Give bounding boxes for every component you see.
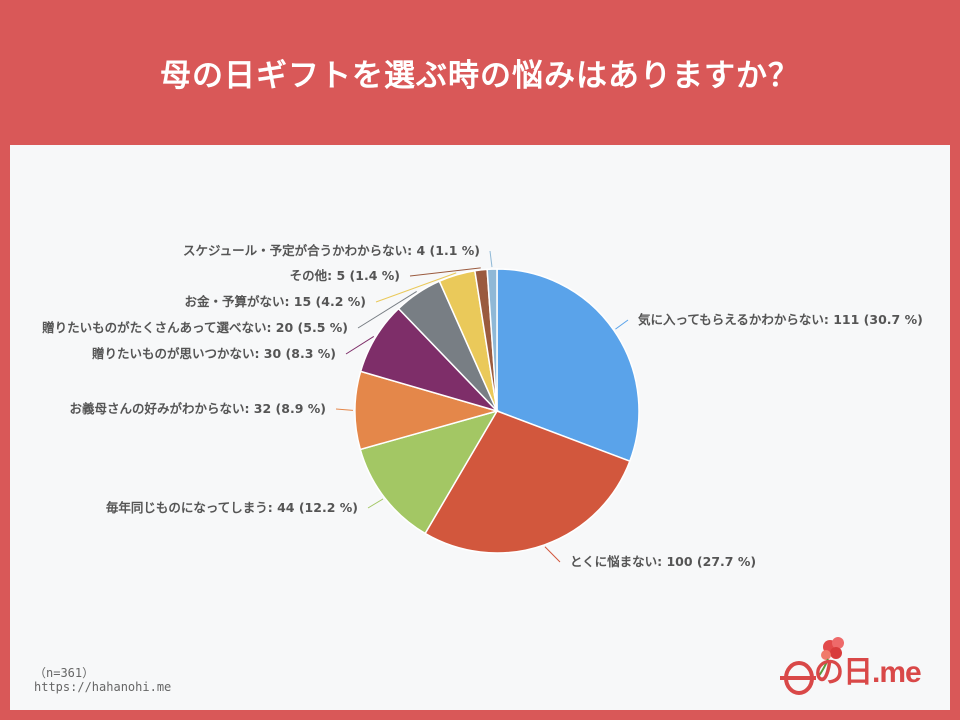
hahanohi-logo[interactable]: の日.me — [770, 633, 940, 703]
pie-slice-9[interactable] — [486, 268, 498, 412]
slice-label-5: 贈りたいものが思いつかない: 30 (8.3 %) — [92, 346, 336, 361]
logo-mark-icon — [780, 637, 844, 695]
pie-slice-3[interactable] — [359, 409, 499, 535]
slice-label-4: お義母さんの好みがわからない: 32 (8.9 %) — [69, 401, 326, 416]
source-url: https://hahanohi.me — [34, 680, 172, 694]
leader-line-2 — [544, 546, 561, 563]
chart-title: 母の日ギフトを選ぶ時の悩みはありますか？ — [160, 58, 800, 94]
leader-line-9 — [489, 250, 493, 268]
leader-line-8 — [409, 267, 481, 277]
leader-line-6 — [357, 291, 417, 329]
slice-label-8: その他: 5 (1.4 %) — [290, 268, 400, 283]
leader-line-1 — [615, 319, 629, 330]
leader-line-7 — [375, 272, 457, 303]
slice-label-7: お金・予算がない: 15 (4.2 %) — [184, 294, 366, 309]
pie-chart: 気に入ってもらえるかわからない: 111 (30.7 %) とくに悩まない: 10… — [42, 243, 923, 569]
slice-label-9: スケジュール・予定が合うかわからない: 4 (1.1 %) — [183, 243, 480, 258]
slice-label-6: 贈りたいものがたくさんあって選べない: 20 (5.5 %) — [42, 320, 348, 335]
slice-label-2: とくに悩まない: 100 (27.7 %) — [570, 554, 756, 569]
leader-line-3 — [367, 498, 384, 509]
chart-panel: 気に入ってもらえるかわからない: 111 (30.7 %) とくに悩まない: 10… — [10, 145, 950, 710]
leader-line-5 — [345, 336, 375, 355]
slice-label-3: 毎年同じものになってしまう: 44 (12.2 %) — [106, 500, 358, 515]
sample-size-note: （n=361） — [34, 666, 95, 680]
leader-line-4 — [335, 408, 354, 411]
slice-label-1: 気に入ってもらえるかわからない: 111 (30.7 %) — [638, 312, 923, 327]
logo-text: の日.me — [814, 656, 922, 689]
pie-slice-1[interactable] — [496, 268, 640, 463]
